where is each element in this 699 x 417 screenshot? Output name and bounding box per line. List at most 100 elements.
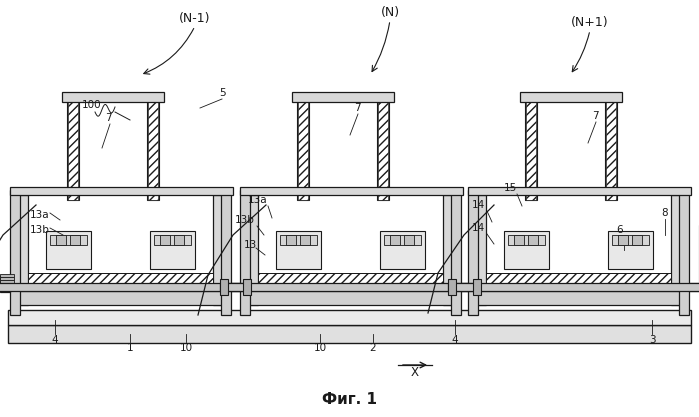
- Text: 14: 14: [471, 223, 484, 233]
- Bar: [486, 273, 671, 291]
- Bar: [280, 235, 317, 245]
- Text: 13b: 13b: [235, 215, 255, 225]
- Bar: [606, 100, 616, 200]
- Bar: [243, 279, 251, 295]
- Text: 13a: 13a: [30, 210, 50, 220]
- Text: 2: 2: [370, 343, 376, 353]
- Bar: [276, 231, 321, 269]
- Bar: [378, 100, 388, 200]
- Bar: [28, 273, 213, 291]
- Bar: [451, 190, 461, 315]
- Text: 1: 1: [127, 343, 134, 353]
- Bar: [404, 235, 414, 245]
- Bar: [147, 100, 159, 200]
- Bar: [220, 279, 228, 295]
- Text: (N-1): (N-1): [179, 12, 211, 25]
- Bar: [0, 274, 14, 277]
- Bar: [67, 100, 79, 200]
- Bar: [520, 92, 622, 102]
- Bar: [476, 195, 486, 305]
- Bar: [679, 190, 689, 315]
- Bar: [528, 235, 538, 245]
- Bar: [286, 235, 296, 245]
- Bar: [390, 235, 400, 245]
- Bar: [10, 187, 233, 195]
- Bar: [451, 283, 478, 291]
- Bar: [476, 291, 681, 305]
- Text: 14: 14: [471, 200, 484, 210]
- Bar: [525, 100, 537, 200]
- Text: 15: 15: [503, 183, 517, 193]
- Bar: [504, 231, 549, 269]
- Bar: [220, 283, 481, 291]
- Bar: [148, 100, 158, 200]
- Bar: [70, 235, 80, 245]
- Bar: [240, 190, 250, 315]
- Bar: [632, 235, 642, 245]
- Text: 3: 3: [649, 335, 656, 345]
- Bar: [68, 100, 78, 200]
- Bar: [18, 291, 223, 305]
- Text: 100: 100: [82, 100, 101, 110]
- Text: 6: 6: [617, 225, 624, 235]
- Bar: [618, 235, 628, 245]
- Bar: [248, 291, 453, 305]
- Bar: [248, 195, 258, 305]
- Bar: [671, 195, 681, 305]
- Bar: [468, 190, 478, 315]
- Text: 7: 7: [591, 111, 598, 121]
- Text: 4: 4: [52, 335, 58, 345]
- Bar: [526, 100, 536, 200]
- Bar: [384, 235, 421, 245]
- Bar: [514, 235, 524, 245]
- Text: 7: 7: [354, 103, 360, 113]
- Text: X: X: [411, 365, 419, 379]
- Bar: [50, 235, 87, 245]
- Bar: [612, 235, 649, 245]
- Bar: [18, 195, 28, 305]
- Bar: [605, 100, 617, 200]
- Text: 7: 7: [105, 113, 111, 123]
- Bar: [46, 231, 91, 269]
- Bar: [221, 283, 250, 291]
- Bar: [0, 280, 14, 283]
- Text: (N): (N): [380, 5, 400, 18]
- Text: 8: 8: [662, 208, 668, 218]
- Text: 13a: 13a: [248, 195, 268, 205]
- Bar: [0, 276, 10, 292]
- Text: Фиг. 1: Фиг. 1: [322, 392, 377, 407]
- Bar: [679, 283, 699, 291]
- Bar: [8, 310, 691, 325]
- Text: (N+1): (N+1): [571, 15, 609, 28]
- Bar: [377, 100, 389, 200]
- Bar: [380, 231, 425, 269]
- Bar: [468, 187, 691, 195]
- Bar: [0, 283, 251, 291]
- Bar: [300, 235, 310, 245]
- Bar: [473, 279, 481, 295]
- Text: 13b: 13b: [30, 225, 50, 235]
- Bar: [240, 187, 463, 195]
- Bar: [608, 231, 653, 269]
- Bar: [62, 92, 164, 102]
- Bar: [508, 235, 545, 245]
- Bar: [56, 235, 66, 245]
- Bar: [174, 235, 184, 245]
- Bar: [448, 279, 456, 295]
- Bar: [258, 273, 443, 291]
- Text: 5: 5: [219, 88, 225, 98]
- Bar: [448, 283, 699, 291]
- Bar: [443, 195, 453, 305]
- Bar: [150, 231, 195, 269]
- Bar: [160, 235, 170, 245]
- Bar: [213, 195, 223, 305]
- Text: 10: 10: [180, 343, 192, 353]
- Bar: [298, 100, 308, 200]
- Text: 4: 4: [452, 335, 459, 345]
- Bar: [154, 235, 191, 245]
- Bar: [297, 100, 309, 200]
- Bar: [0, 277, 14, 280]
- Text: 13: 13: [243, 240, 257, 250]
- Bar: [292, 92, 394, 102]
- Bar: [221, 190, 231, 315]
